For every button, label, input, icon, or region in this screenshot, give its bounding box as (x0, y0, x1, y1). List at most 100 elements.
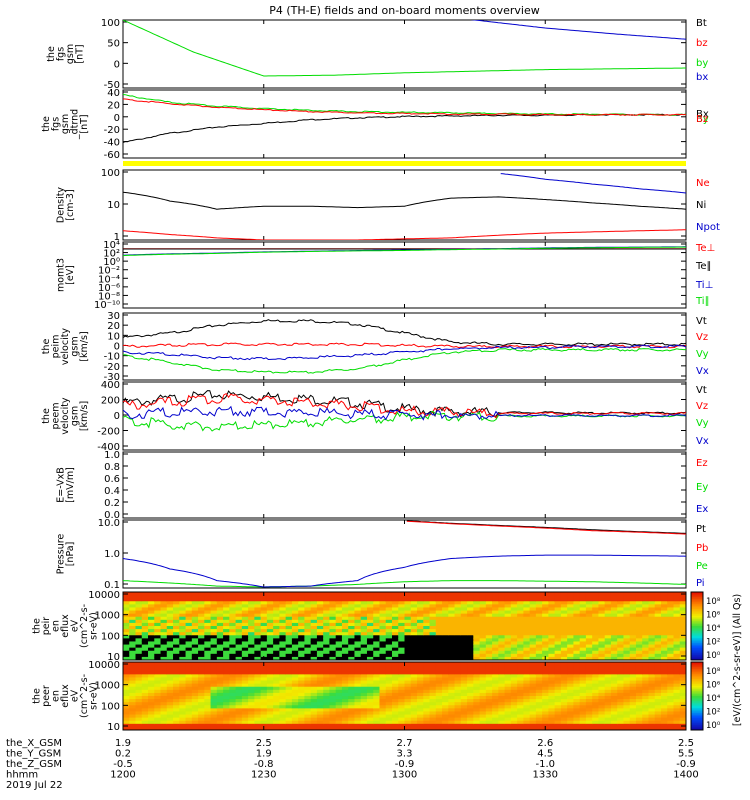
panel-frame (122, 19, 687, 89)
y-tick-label: 0.2 (104, 498, 120, 509)
x-tick-label: -0.5 (113, 759, 133, 770)
y-tick-label: 0.0 (104, 510, 120, 521)
x-date-label: 2019 Jul 22 (6, 780, 63, 791)
chart-title: P4 (TH-E) fields and on-board moments ov… (269, 4, 540, 17)
y-tick-label: 10⁻⁶ (98, 283, 120, 294)
y-axis-label: Pressure (55, 534, 66, 575)
y-tick-label: 100 (101, 168, 120, 179)
panel-frame (122, 451, 687, 519)
series-peem_velocity-Vy (123, 410, 686, 432)
legend-Npot: Npot (696, 222, 720, 233)
series-pressure-Pt (406, 520, 686, 534)
panel-frame (122, 312, 687, 381)
series-fgs_gsm_detrended-Bx (123, 113, 686, 143)
y-axis-label: [km/s] (79, 401, 90, 431)
y-axis-label: [nPa] (65, 542, 76, 567)
x-tick-label: 1230 (251, 770, 276, 781)
y-axis-label: gsm (70, 406, 81, 426)
x-tick-label: 5.5 (678, 749, 694, 760)
panel-peer_en_eflux: 10000 1000 100 10 thepeerenefluxeV(cm^2-s-sr… (32, 660, 687, 733)
legend-Pi: Pi (696, 578, 705, 589)
x-tick-label: 0.2 (115, 749, 131, 760)
panel-density: 100 10 1 Density[cm-3] Ne Ni Npot (55, 168, 720, 243)
y-tick-label: -200 (97, 427, 120, 438)
y-tick-label: -30 (104, 372, 120, 383)
y-tick-label: 0.8 (104, 462, 120, 473)
y-axis-label: velocity (60, 397, 71, 435)
y-axis-label: (cm^2-s- (79, 604, 90, 648)
x-tick-label: 2.6 (537, 738, 553, 749)
y-tick-label: 0.4 (104, 486, 120, 497)
y-axis-label: fgs (51, 117, 62, 131)
x-tick-label: 4.5 (537, 749, 553, 760)
y-axis-label: [mV/m] (65, 467, 76, 503)
x-tick-label: 1330 (533, 770, 558, 781)
legend-Pb: Pb (696, 543, 708, 554)
y-tick-label: 1000 (95, 681, 120, 692)
series-peem_velocity-Vt (123, 390, 686, 418)
colorbar-tick: 10⁴ (706, 694, 721, 704)
legend-Vt: Vt (696, 316, 707, 327)
panel-e_field: 1.00.80.60.40.20.0 E=-VxB[mV/m] Ez Ey Ex (55, 450, 708, 521)
y-axis-label: the (46, 46, 57, 62)
legend-Pe: Pe (696, 561, 708, 572)
legend-Ex: Ex (696, 504, 708, 515)
colorbar-2: 10⁸ 10⁶ 10⁴ 10² 10⁰ (690, 661, 721, 731)
y-axis-label: [km/s] (79, 331, 90, 361)
y-axis-label: the (32, 688, 43, 704)
y-tick-label: 100 (101, 631, 120, 642)
colorbar-tick: 10⁰ (706, 721, 721, 731)
x-tick-label: -0.9 (676, 759, 696, 770)
y-tick-label: 30 (107, 311, 120, 322)
colorbar-tick: 10⁴ (706, 624, 721, 634)
legend-Ne: Ne (696, 178, 710, 189)
y-tick-label: 10⁰ (103, 257, 120, 268)
series-fgs_gsm_detrended-By (123, 94, 686, 116)
y-tick-label: -40 (104, 138, 120, 149)
y-tick-label: 10 (107, 200, 120, 211)
colorbar-tick: 10² (706, 708, 720, 718)
legend-bz: bz (696, 38, 708, 49)
legend-By: By (696, 114, 709, 125)
panel-peir_en_eflux: 10000 1000 100 10 thepeirenefluxeV(cm^2-s-sr… (32, 590, 687, 663)
x-tick-label: 1200 (110, 770, 135, 781)
y-tick-label: -400 (97, 442, 120, 453)
y-axis-label: eflux (60, 684, 71, 708)
y-tick-label: 100 (101, 18, 120, 29)
y-tick-label: -50 (104, 80, 120, 91)
y-axis-label: the (41, 339, 52, 355)
legend-Bx: Bx (696, 109, 709, 120)
legend-bx: bx (696, 72, 708, 83)
y-axis-label: peer (41, 685, 52, 707)
colorbar-tick: 10⁶ (706, 681, 721, 691)
y-axis-label: gsm (65, 44, 76, 64)
y-tick-label: 0 (114, 59, 120, 70)
x-row-label: the_X_GSM (6, 738, 62, 749)
y-tick-label: 1000 (95, 611, 120, 622)
legend-Vx: Vx (696, 366, 709, 377)
x-tick-label: -0.8 (254, 759, 274, 770)
y-tick-label: 10² (103, 249, 120, 260)
x-row-label: hhmm (6, 770, 38, 781)
y-tick-label: 10⁻¹⁰ (94, 300, 120, 311)
y-tick-label: 1.0 (104, 450, 120, 461)
legend-by: by (696, 58, 708, 69)
series-density-Ne (123, 229, 686, 240)
y-tick-label: 50 (107, 39, 120, 50)
y-tick-label: -60 (104, 150, 120, 161)
series-fgs_gsm-bx (470, 20, 686, 40)
series-density-Npot (500, 173, 686, 194)
legend-Pt: Pt (696, 524, 706, 535)
legend-Ni: Ni (696, 200, 706, 211)
legend-Vy: Vy (696, 418, 709, 429)
y-axis-label: peir (41, 617, 52, 636)
x-tick-label: 1300 (392, 770, 417, 781)
y-axis-label: (cm^2-s- (79, 674, 90, 718)
y-axis-label: sr-eV) (89, 612, 100, 640)
y-axis-label: en (51, 620, 62, 632)
series-density-Ni (123, 191, 686, 210)
y-axis-label: velocity (60, 328, 71, 366)
y-axis-label: [nT] (79, 114, 90, 133)
